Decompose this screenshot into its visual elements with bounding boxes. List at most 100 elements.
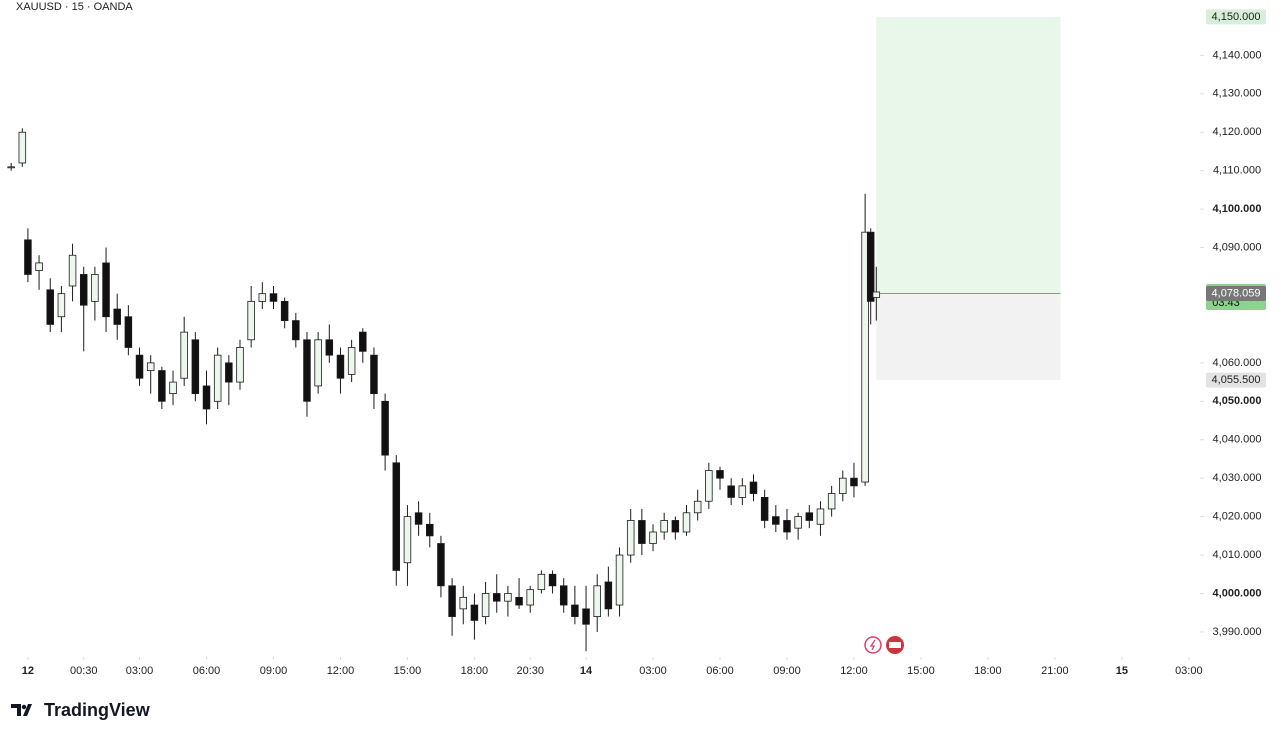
candle-body xyxy=(470,604,479,621)
candle-body xyxy=(146,362,155,371)
target-zone xyxy=(876,16,1061,294)
candle-body xyxy=(426,523,434,537)
candle-body xyxy=(504,593,512,602)
candle-body xyxy=(280,300,289,321)
candle-body xyxy=(492,593,501,602)
candle-body xyxy=(46,289,54,325)
candle-body xyxy=(582,608,590,625)
candle-body xyxy=(292,320,300,341)
candle-body xyxy=(359,331,367,352)
candle-body xyxy=(515,596,523,606)
event-glyph xyxy=(869,639,876,651)
x-tick-label: 03:00 xyxy=(1175,665,1203,677)
candle-body xyxy=(866,231,875,302)
candle-body xyxy=(593,585,601,617)
candle-body xyxy=(660,520,668,533)
candle-body xyxy=(18,131,27,164)
candle-body xyxy=(872,291,881,298)
candle-body xyxy=(403,516,412,564)
candle-body xyxy=(202,385,211,410)
candle-body xyxy=(414,512,423,525)
candle-body xyxy=(615,554,624,606)
candle-body xyxy=(91,274,99,302)
candle-body xyxy=(57,293,66,318)
candle-body xyxy=(303,339,311,402)
candle-body xyxy=(816,508,825,525)
event-glyph xyxy=(889,642,901,648)
candle-body xyxy=(604,581,613,610)
candle-body xyxy=(269,293,278,302)
candle-body xyxy=(437,543,445,587)
x-tick-label: 09:00 xyxy=(773,665,801,677)
candle-body xyxy=(102,262,110,318)
event-icon xyxy=(864,636,882,654)
candle-body xyxy=(649,531,657,544)
brand-logo xyxy=(11,704,32,716)
candle-body xyxy=(716,470,724,479)
x-tick-label: 15:00 xyxy=(907,665,935,677)
y-tick-label: 4,030.000 xyxy=(1213,472,1262,484)
candle-body xyxy=(693,500,702,514)
candle-body xyxy=(158,370,166,402)
candle-body xyxy=(537,573,546,591)
candle-body xyxy=(169,381,177,395)
y-tick-label: 4,140.000 xyxy=(1213,49,1262,61)
y-tick-label: 4,040.000 xyxy=(1213,434,1262,446)
candle-body xyxy=(638,520,646,544)
y-tick-label: 3,990.000 xyxy=(1213,626,1262,638)
candle-body xyxy=(727,485,735,498)
y-tick-label: 4,100.000 xyxy=(1213,203,1262,215)
candle-body xyxy=(749,481,758,494)
candle-body xyxy=(481,593,490,617)
y-tick-label: 4,010.000 xyxy=(1213,549,1262,561)
candle-body xyxy=(79,274,88,306)
x-tick-label: 15:00 xyxy=(394,665,422,677)
candle-body xyxy=(124,316,133,348)
x-tick-label: 15 xyxy=(1116,665,1128,677)
candle-body xyxy=(314,339,322,387)
brand-name: TradingView xyxy=(44,700,151,720)
x-tick-label: 06:00 xyxy=(193,665,221,677)
candle-body xyxy=(805,512,814,521)
price-label-box xyxy=(1206,372,1266,388)
x-tick-label: 12:00 xyxy=(840,665,868,677)
candle-body xyxy=(68,254,77,287)
candle-body xyxy=(370,354,378,395)
candle-body xyxy=(448,585,456,617)
candle-body xyxy=(548,573,557,587)
x-tick-label: 03:00 xyxy=(126,665,154,677)
logo-dot xyxy=(21,704,27,710)
candle-body xyxy=(772,516,780,525)
candle-body xyxy=(839,477,847,494)
event-icons xyxy=(864,636,904,654)
y-tick-label: 4,050.000 xyxy=(1213,395,1262,407)
candle-body xyxy=(225,362,233,383)
stop-zone xyxy=(876,293,1061,381)
y-tick-label: 4,020.000 xyxy=(1213,511,1262,523)
candle-body xyxy=(783,520,791,533)
candle-body xyxy=(258,293,267,302)
candle-body xyxy=(213,354,222,402)
y-tick-label: 4,110.000 xyxy=(1213,165,1261,177)
x-tick-label: 03:00 xyxy=(639,665,667,677)
x-tick-label: 06:00 xyxy=(706,665,734,677)
x-tick-label: 09:00 xyxy=(260,665,288,677)
y-tick-label: 4,130.000 xyxy=(1213,88,1262,100)
y-tick-label: 4,000.000 xyxy=(1213,587,1262,599)
candle-body xyxy=(236,347,244,383)
y-tick-label: 4,060.000 xyxy=(1213,357,1262,369)
candle-body xyxy=(794,516,802,529)
candle-body xyxy=(247,300,255,341)
candle-body xyxy=(35,262,43,272)
candle-body xyxy=(24,239,32,275)
candle-body xyxy=(705,470,713,502)
candle-body xyxy=(347,347,356,375)
candle-body xyxy=(850,477,858,487)
x-tick-label: 12:00 xyxy=(327,665,355,677)
logo-icon xyxy=(11,704,32,716)
x-tick-label: 00:30 xyxy=(70,665,98,677)
x-tick-label: 12 xyxy=(22,665,34,677)
x-tick-label: 14 xyxy=(580,665,593,677)
